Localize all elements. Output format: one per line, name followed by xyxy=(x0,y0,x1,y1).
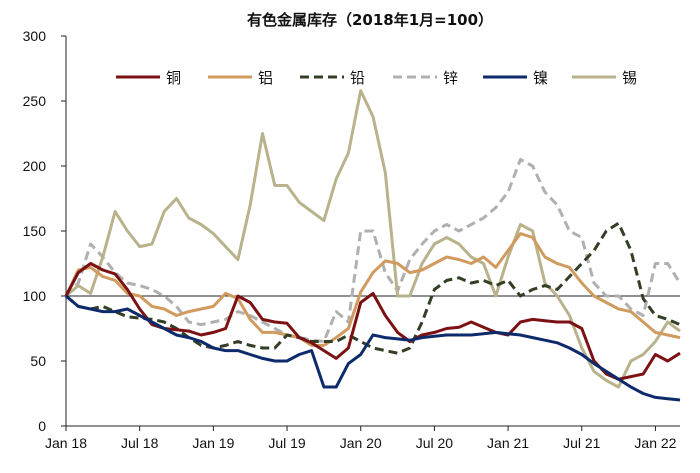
legend-label: 铝 xyxy=(258,69,273,87)
x-tick-label: Jan 22 xyxy=(634,435,676,451)
legend-label: 锌 xyxy=(443,69,458,87)
legend-label: 锡 xyxy=(622,69,637,87)
y-tick-label: 300 xyxy=(23,28,47,44)
series-line-4 xyxy=(65,294,681,402)
series-layer xyxy=(64,89,682,402)
series-line-3 xyxy=(64,158,682,343)
x-tick-label: Jul 18 xyxy=(121,435,159,451)
legend-item-5: 锡 xyxy=(572,69,637,87)
legend-label: 铜 xyxy=(166,69,181,87)
x-tick-label: Jan 21 xyxy=(487,435,529,451)
legend-item-0: 铜 xyxy=(116,69,181,87)
x-tick-label: Jan 19 xyxy=(192,435,234,451)
series-line-1 xyxy=(64,232,681,347)
y-tick-label: 250 xyxy=(23,93,47,109)
chart-title: 有色金属库存（2018年1月=100） xyxy=(247,11,493,29)
x-tick-label: Jan 20 xyxy=(340,435,382,451)
legend-item-1: 铝 xyxy=(208,69,273,87)
y-tick-label: 150 xyxy=(23,223,47,239)
legend-item-3: 锌 xyxy=(393,69,458,87)
x-tick-label: Jul 20 xyxy=(416,435,454,451)
y-axis: 0 50 100 150 200 250 300 xyxy=(23,28,67,434)
x-tick-label: Jul 19 xyxy=(268,435,306,451)
legend-item-4: 镍 xyxy=(483,69,548,87)
legend-label: 铅 xyxy=(350,69,365,87)
legend-label: 镍 xyxy=(533,69,548,87)
y-tick-label: 50 xyxy=(30,353,46,369)
series-line-0 xyxy=(64,262,681,381)
x-axis: Jan 18 Jul 18 Jan 19 Jul 19 Jan 20 Jul 20 Jan … xyxy=(45,425,680,451)
x-tick-label: Jul 21 xyxy=(563,435,601,451)
series-line-5 xyxy=(65,89,681,389)
y-tick-label: 200 xyxy=(23,158,47,174)
y-tick-label: 100 xyxy=(23,288,47,304)
series-line-2 xyxy=(65,221,681,355)
x-tick-label: Jan 18 xyxy=(45,435,87,451)
y-tick-label: 0 xyxy=(38,418,46,434)
legend: 铜铝铅锌镍锡 xyxy=(116,69,637,87)
legend-item-2: 铅 xyxy=(300,69,365,87)
